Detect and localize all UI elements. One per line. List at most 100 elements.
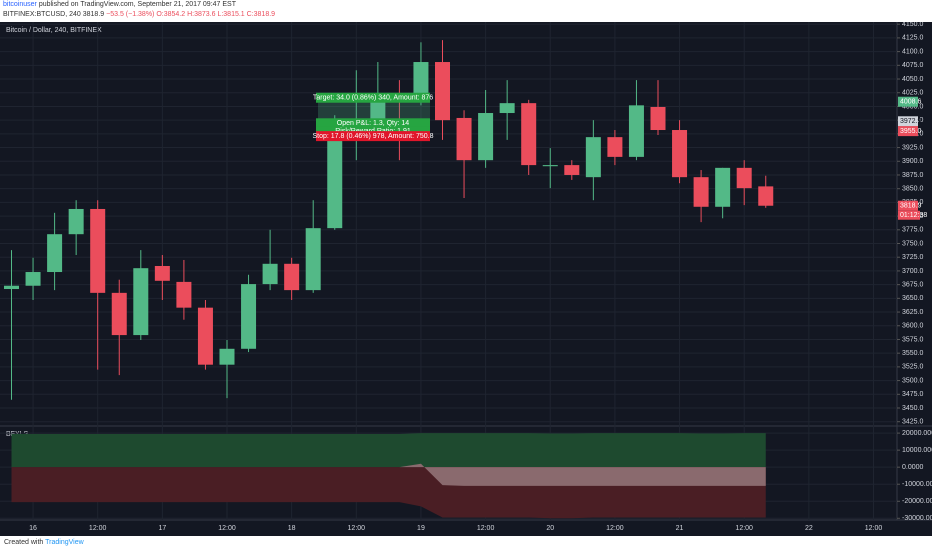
target-zone xyxy=(318,101,430,122)
header-line: BITFINEX:BTCUSD, 240 3818.9 −53.5 (−1.38… xyxy=(3,10,932,20)
published: published on TradingView.com, September … xyxy=(38,1,236,8)
y-tick-label: 3525.0 xyxy=(902,364,924,371)
candle-body xyxy=(25,272,41,286)
y-tick-label: -10000.0000 xyxy=(902,481,932,488)
candle-body xyxy=(478,113,494,161)
candle-body xyxy=(327,138,343,229)
candle-body xyxy=(241,284,257,349)
y-tick-label: 3675.0 xyxy=(902,281,924,288)
y-tick-label: 3450.0 xyxy=(902,405,924,412)
y-tick-label: 3575.0 xyxy=(902,336,924,343)
y-tick-label: 4000.0 xyxy=(902,103,924,110)
ohlc: O:3854.2 H:3873.6 L:3815.1 C:3818.9 xyxy=(156,11,276,18)
x-tick-label: 12:00 xyxy=(477,525,495,532)
candle-body xyxy=(68,208,84,235)
brand[interactable]: TradingView xyxy=(45,539,84,546)
candle-body xyxy=(4,285,19,290)
change: −53.5 (−1.38%) xyxy=(106,11,155,18)
candle-body xyxy=(90,208,106,293)
x-tick-label: 22 xyxy=(805,525,813,532)
y-tick-label: 3550.0 xyxy=(902,350,924,357)
candle-body xyxy=(585,137,601,178)
x-tick-label: 12:00 xyxy=(606,525,624,532)
candle-body xyxy=(628,105,644,157)
candle-body xyxy=(284,263,300,291)
open-label: Open P&L: 1.3, Qty: 14 xyxy=(337,120,409,127)
y-tick-label: 3725.0 xyxy=(902,254,924,261)
y-tick-label: 3925.0 xyxy=(902,144,924,151)
candle-body xyxy=(521,103,537,166)
y-tick-label: 3775.0 xyxy=(902,227,924,234)
y-tick-label: 3650.0 xyxy=(902,295,924,302)
x-tick-label: 12:00 xyxy=(865,525,883,532)
price-tag: 4008.6 xyxy=(900,99,922,106)
y-tick-label: 3600.0 xyxy=(902,323,924,330)
candle-body xyxy=(672,130,688,178)
y-tick-label: 3750.0 xyxy=(902,240,924,247)
candle-body xyxy=(542,165,558,167)
candle-body xyxy=(154,265,170,281)
x-tick-label: 20 xyxy=(546,525,554,532)
candle-body xyxy=(564,165,580,175)
candle-body xyxy=(133,268,149,336)
candle-body xyxy=(650,106,666,131)
y-tick-label: 0.0000 xyxy=(902,464,924,471)
target-label-bg xyxy=(316,92,430,103)
area xyxy=(399,463,766,486)
y-tick-label: 4125.0 xyxy=(902,35,924,42)
candle-body xyxy=(47,234,63,273)
y-tick-label: 3500.0 xyxy=(902,377,924,384)
candle-body xyxy=(715,167,731,207)
y-tick-label: 3425.0 xyxy=(902,419,924,426)
price-tag: 3972.9 xyxy=(900,118,922,125)
y-tick-label: 3625.0 xyxy=(902,309,924,316)
y-tick-label: 3850.0 xyxy=(902,186,924,193)
candle-body xyxy=(413,62,429,100)
x-tick-label: 18 xyxy=(288,525,296,532)
candle-body xyxy=(219,348,235,365)
candle-body xyxy=(262,263,278,285)
y-tick-label: 4100.0 xyxy=(902,48,924,55)
candle-body xyxy=(305,228,321,291)
created: Created with xyxy=(4,539,44,546)
y-tick-label: 4075.0 xyxy=(902,62,924,69)
x-tick-label: 12:00 xyxy=(735,525,753,532)
candle-body xyxy=(736,167,752,189)
countdown-bg xyxy=(898,210,920,220)
x-tick-label: 12:00 xyxy=(218,525,236,532)
y-tick-label: 4050.0 xyxy=(902,76,924,83)
candle-body xyxy=(499,103,515,114)
candle-body xyxy=(111,292,127,336)
y-tick-label: -30000.0000 xyxy=(902,515,932,522)
x-tick-label: 12:00 xyxy=(348,525,366,532)
area xyxy=(11,433,766,468)
y-tick-label: -20000.0000 xyxy=(902,498,932,505)
footer: Created with TradingView xyxy=(0,536,932,550)
author[interactable]: bitcoinuser xyxy=(3,1,37,8)
target-label: Target: 34.0 (0.86%) 340, Amount: 876 xyxy=(313,95,433,102)
chart: Bitcoin / Dollar, 240, BITFINEX BFXLS 16… xyxy=(0,22,932,536)
header: bitcoinuser published on TradingView.com… xyxy=(0,0,932,22)
open-label-bg xyxy=(316,118,430,129)
x-tick-label: 16 xyxy=(29,525,37,532)
price-tag: 3818.9 xyxy=(900,203,922,210)
chart-title: Bitcoin / Dollar, 240, BITFINEX xyxy=(6,27,102,34)
x-tick-label: 17 xyxy=(158,525,166,532)
x-tick-label: 21 xyxy=(676,525,684,532)
y-tick-label: 10000.0000 xyxy=(902,447,932,454)
symbol: BITFINEX:BTCUSD, 240 xyxy=(3,11,81,18)
stop-label-bg xyxy=(316,131,430,142)
price-tag-bg xyxy=(898,96,918,107)
price-tag-bg xyxy=(898,116,918,127)
x-tick-label: 19 xyxy=(417,525,425,532)
candle-body xyxy=(197,307,213,365)
y-tick-label: 20000.0000 xyxy=(902,430,932,437)
price-tag-bg xyxy=(898,200,918,211)
price-tag: 3955.0 xyxy=(900,128,922,135)
candle-body xyxy=(607,137,623,157)
candle-body xyxy=(176,281,192,308)
x-tick-label: 12:00 xyxy=(89,525,107,532)
y-tick-label: 3475.0 xyxy=(902,391,924,398)
y-tick-label: 3900.0 xyxy=(902,158,924,165)
